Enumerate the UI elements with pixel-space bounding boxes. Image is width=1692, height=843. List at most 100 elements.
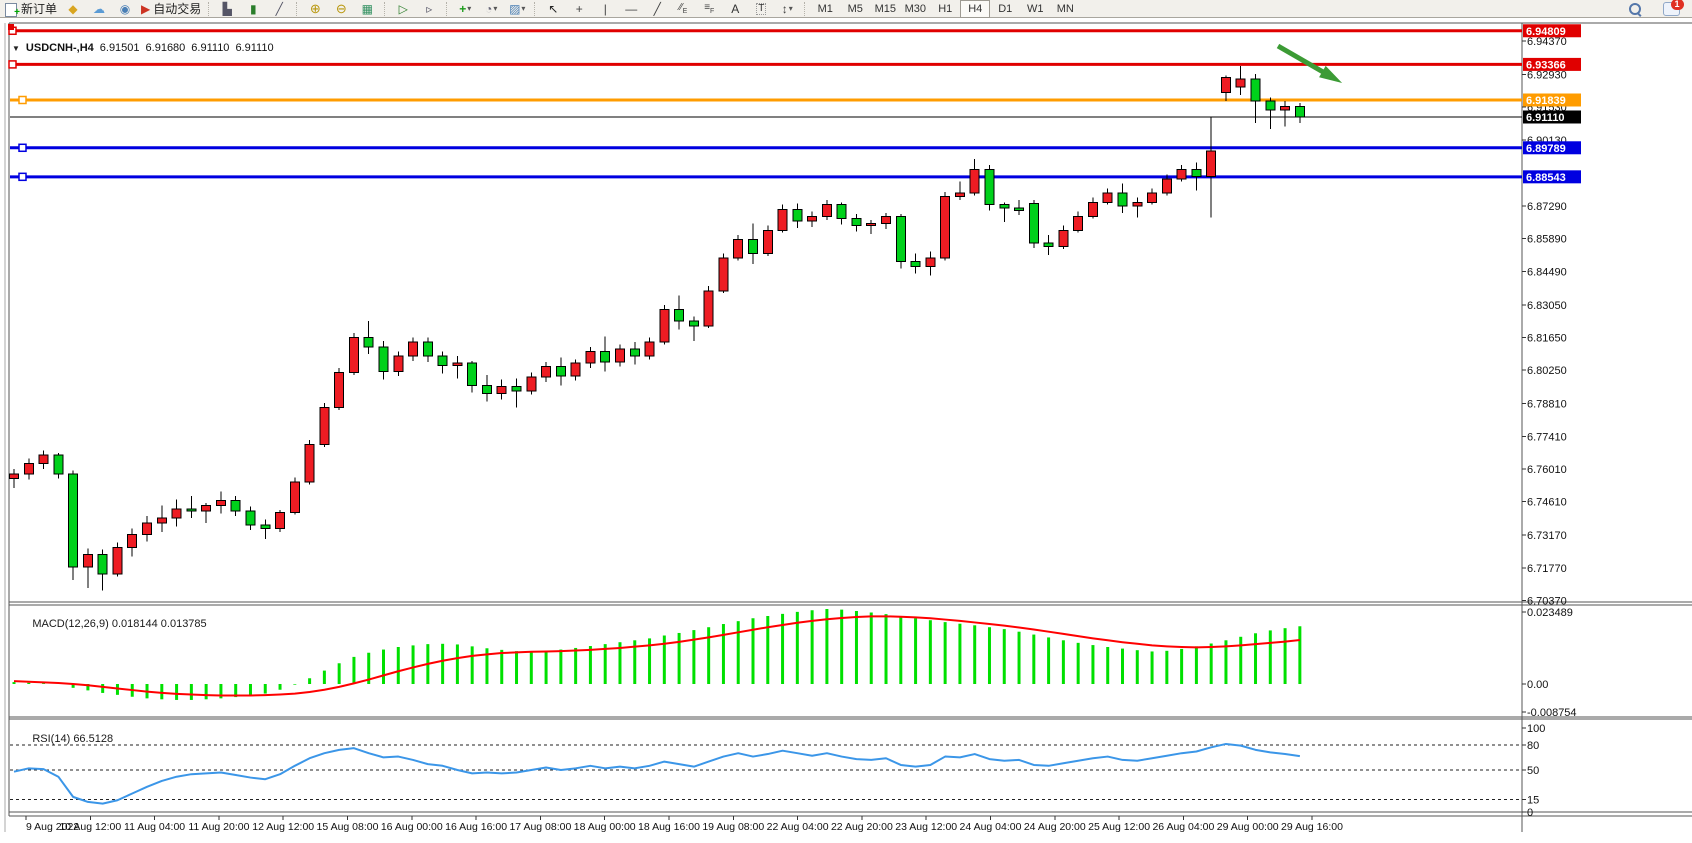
candle-body <box>940 195 951 259</box>
price-badge-label-pivot: 6.91839 <box>1526 95 1566 107</box>
crosshair-button[interactable]: + <box>566 0 592 18</box>
timeframe-m30-button[interactable]: M30 <box>904 2 926 15</box>
vertical-line-button[interactable]: | <box>592 0 618 18</box>
time-label[interactable]: 9 Aug 2022 <box>26 821 79 833</box>
candle-body <box>1235 78 1246 88</box>
rsi-axis-label: 0 <box>1527 807 1533 819</box>
price-tick-label: 6.73170 <box>1527 530 1567 542</box>
autotrading-button[interactable]: ▶ 自动交易 <box>138 0 204 18</box>
price-badge-label-support-1: 6.89789 <box>1526 143 1566 155</box>
time-label[interactable]: 24 Aug 20:00 <box>1024 821 1086 833</box>
templates-button[interactable]: ▨ ▾ <box>504 0 530 18</box>
timeframe-m5-button[interactable]: M5 <box>847 2 863 15</box>
time-label[interactable]: 11 Aug 20:00 <box>188 821 249 833</box>
time-label[interactable]: 18 Aug 00:00 <box>574 821 636 833</box>
timeframe-h1-button[interactable]: H1 <box>938 2 953 15</box>
price-line-handle-support-2[interactable] <box>18 172 27 182</box>
toolbar-separator <box>384 1 386 16</box>
time-label[interactable]: 22 Aug 20:00 <box>831 821 893 833</box>
candle-body <box>659 309 670 343</box>
price-line-handle-pivot[interactable] <box>18 95 27 105</box>
indicators-button[interactable]: + ▾ <box>452 0 478 18</box>
chart-window[interactable]: 6.94370 6.92930 6.91530 6.90130 6.87290 6.858… <box>0 18 1692 833</box>
time-label[interactable]: 12 Aug 12:00 <box>252 821 314 833</box>
timeframe-h4-button[interactable]: H4 <box>960 0 991 18</box>
candle-body <box>348 337 359 373</box>
line-chart-button[interactable]: ╱ <box>266 0 292 18</box>
candle-body <box>792 208 803 222</box>
auto-scroll-button[interactable]: ▷ <box>390 0 416 18</box>
price-line-handle-resistance-2[interactable] <box>8 60 17 69</box>
time-label[interactable]: 10 Aug 12:00 <box>59 821 121 833</box>
fibonacci-icon: ≡F <box>704 1 715 15</box>
time-label[interactable]: 16 Aug 16:00 <box>445 821 507 833</box>
trendline-button[interactable]: ╱ <box>644 0 670 18</box>
candle-body <box>23 462 34 475</box>
horizontal-line-button[interactable]: — <box>618 0 644 18</box>
timeframe-mn-button[interactable]: MN <box>1056 2 1074 15</box>
chart-canvas[interactable]: 6.943706.929306.915306.901306.872906.858… <box>0 18 1692 843</box>
timeframe-m1-button[interactable]: M1 <box>817 2 833 15</box>
candle-body <box>97 553 108 575</box>
candle-body <box>230 500 241 512</box>
candle-body <box>688 320 699 327</box>
time-label[interactable]: 16 Aug 00:00 <box>381 821 443 833</box>
equidistant-channel-button[interactable]: ∕∕E <box>670 0 696 18</box>
bar-chart-button[interactable]: ▙ <box>214 0 240 18</box>
fibonacci-button[interactable]: ≡F <box>696 0 722 18</box>
macd-axis-label: -0.008754 <box>1527 707 1577 719</box>
chart-shift-button[interactable]: ▹ <box>416 0 442 18</box>
timeframe-m15-button[interactable]: M15 <box>874 2 896 15</box>
time-label[interactable]: 29 Aug 16:00 <box>1281 821 1343 833</box>
rsi-axis-label: 15 <box>1527 794 1539 806</box>
time-label[interactable]: 24 Aug 04:00 <box>960 821 1022 833</box>
time-label[interactable]: 15 Aug 08:00 <box>317 821 379 833</box>
toolbar-separator <box>208 1 210 16</box>
time-label[interactable]: 22 Aug 04:00 <box>767 821 829 833</box>
text-button[interactable]: A <box>722 0 748 18</box>
time-label[interactable]: 18 Aug 16:00 <box>638 821 700 833</box>
search-button[interactable] <box>1622 0 1648 18</box>
new-order-label: 新订单 <box>21 2 58 16</box>
symbol-title: USDCNH-,H4 <box>25 42 94 54</box>
candle-body <box>1043 242 1054 248</box>
signals-button[interactable]: ◉ <box>112 0 138 18</box>
arrows-button[interactable]: ↕ ▾ <box>774 0 800 18</box>
tile-windows-button[interactable]: ▦ <box>354 0 380 18</box>
candle-body <box>378 346 389 372</box>
time-label[interactable]: 23 Aug 12:00 <box>895 821 957 833</box>
time-label[interactable]: 25 Aug 12:00 <box>1088 821 1150 833</box>
time-label[interactable]: 17 Aug 08:00 <box>509 821 571 833</box>
time-label[interactable]: 19 Aug 08:00 <box>702 821 764 833</box>
candle-body <box>1087 201 1098 217</box>
chevron-down-icon[interactable]: ▼ <box>12 43 20 53</box>
symbols-icon: ◆ <box>68 1 78 16</box>
periods-button[interactable]: ◔ ▾ <box>478 0 504 18</box>
rsi-axis-label: 100 <box>1527 723 1545 735</box>
time-label[interactable]: 11 Aug 04:00 <box>124 821 185 833</box>
candle-body <box>9 473 19 480</box>
candle-body <box>954 192 965 197</box>
time-label[interactable]: 29 Aug 00:00 <box>1217 821 1279 833</box>
zoom-in-button[interactable]: ⊕ <box>302 0 328 18</box>
trendline-icon: ╱ <box>653 1 661 16</box>
candlestick-chart-button[interactable]: ▮ <box>240 0 266 18</box>
candle-body <box>304 444 315 483</box>
text-label-button[interactable]: T <box>748 0 774 18</box>
price-tick-label: 6.85890 <box>1527 234 1567 246</box>
price-tick-label: 6.76010 <box>1527 464 1567 476</box>
notifications-button[interactable]: 1 <box>1658 0 1684 18</box>
new-order-button[interactable]: + 新订单 <box>2 0 60 18</box>
candle-body <box>881 215 892 224</box>
community-button[interactable]: ☁ <box>86 0 112 18</box>
timeframe-w1-button[interactable]: W1 <box>1027 2 1044 15</box>
symbols-button[interactable]: ◆ <box>60 0 86 18</box>
zoom-out-button[interactable]: ⊖ <box>328 0 354 18</box>
annotation-arrow[interactable] <box>1276 43 1332 79</box>
price-badge-support-1 <box>1523 141 1581 155</box>
timeframe-d1-button[interactable]: D1 <box>998 2 1013 15</box>
price-tick-label: 6.71770 <box>1527 563 1567 575</box>
cursor-button[interactable]: ↖ <box>540 0 566 18</box>
time-label[interactable]: 26 Aug 04:00 <box>1152 821 1214 833</box>
price-line-handle-support-1[interactable] <box>18 143 27 153</box>
